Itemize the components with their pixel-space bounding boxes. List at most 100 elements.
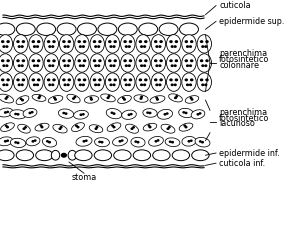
Circle shape [23,128,25,129]
Text: parenchima: parenchima [219,50,267,58]
Circle shape [96,126,98,128]
Text: cuticola: cuticola [219,1,250,10]
Circle shape [107,97,109,99]
Circle shape [17,79,19,81]
Ellipse shape [16,150,34,161]
Circle shape [110,65,112,66]
Circle shape [101,142,103,143]
Text: epidermide inf.: epidermide inf. [219,148,280,157]
Ellipse shape [158,109,172,119]
Circle shape [47,141,48,142]
Circle shape [164,114,166,115]
Circle shape [190,84,191,86]
Circle shape [185,126,187,128]
Circle shape [65,113,67,114]
Circle shape [17,114,19,115]
Circle shape [38,79,40,81]
Circle shape [187,65,188,66]
Ellipse shape [94,150,112,161]
Circle shape [98,84,100,86]
Circle shape [206,41,208,42]
Ellipse shape [67,94,80,103]
Circle shape [52,84,54,86]
Ellipse shape [90,73,104,91]
Circle shape [157,99,158,100]
Circle shape [2,79,4,81]
Circle shape [185,41,187,42]
Circle shape [190,65,191,66]
Ellipse shape [18,124,30,133]
Circle shape [125,84,127,86]
Ellipse shape [0,94,14,103]
Circle shape [114,60,116,61]
Circle shape [18,46,20,47]
Ellipse shape [26,137,40,146]
Circle shape [205,65,207,66]
Ellipse shape [148,136,164,146]
Circle shape [49,142,50,143]
Circle shape [191,99,193,100]
Ellipse shape [29,54,43,72]
Circle shape [200,60,202,61]
Circle shape [123,97,124,99]
Circle shape [83,41,86,42]
Circle shape [202,142,203,143]
Circle shape [206,79,208,81]
Circle shape [64,65,66,66]
Circle shape [83,60,86,61]
Circle shape [7,41,9,42]
Circle shape [95,46,97,47]
Circle shape [63,112,64,114]
Circle shape [64,46,66,47]
Circle shape [82,65,84,66]
Ellipse shape [139,23,158,35]
Circle shape [109,41,111,42]
Circle shape [131,128,133,129]
Circle shape [140,98,142,99]
Circle shape [160,60,162,61]
Circle shape [3,65,5,66]
Circle shape [34,140,36,141]
Ellipse shape [0,35,13,53]
Circle shape [144,84,146,86]
Circle shape [47,41,50,42]
Ellipse shape [134,95,148,102]
Circle shape [156,65,158,66]
Circle shape [129,41,131,42]
Ellipse shape [136,54,150,72]
Circle shape [34,65,35,66]
Circle shape [206,60,208,61]
Circle shape [171,84,173,86]
Circle shape [185,79,187,81]
Circle shape [205,84,207,86]
Ellipse shape [114,150,131,161]
Ellipse shape [58,109,74,118]
Circle shape [53,41,55,42]
Text: colonnare: colonnare [219,61,259,70]
Ellipse shape [121,35,135,53]
Circle shape [67,65,69,66]
Ellipse shape [112,137,128,146]
Circle shape [170,79,172,81]
Circle shape [67,46,69,47]
Circle shape [159,65,161,66]
Circle shape [80,46,81,47]
Circle shape [15,113,16,115]
Text: cuticola inf.: cuticola inf. [219,159,265,168]
Ellipse shape [179,108,193,118]
Ellipse shape [57,23,76,35]
Circle shape [99,60,101,61]
Circle shape [159,84,161,86]
Circle shape [49,46,51,47]
Circle shape [128,46,130,47]
Circle shape [76,125,77,126]
Circle shape [17,41,19,42]
Ellipse shape [51,150,60,160]
Circle shape [20,98,22,99]
Circle shape [7,60,9,61]
Circle shape [144,46,146,47]
Ellipse shape [29,73,43,91]
Circle shape [157,140,159,141]
Ellipse shape [197,73,212,91]
Circle shape [124,60,126,61]
